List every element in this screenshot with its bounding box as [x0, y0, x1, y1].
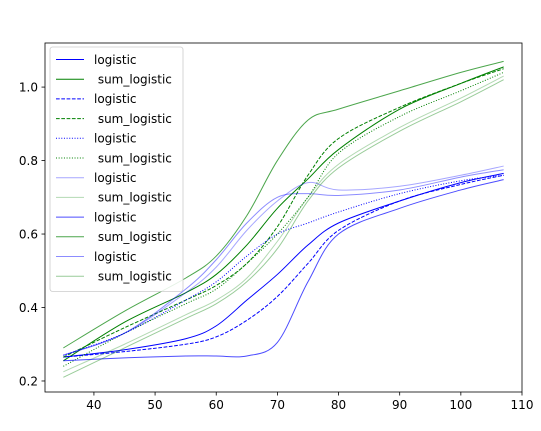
x-tick-label: 100 — [449, 398, 472, 412]
y-tick-label: 0.8 — [19, 154, 38, 168]
legend-label: logistic — [94, 92, 137, 106]
y-tick-label: 0.6 — [19, 227, 38, 241]
series-line-10 — [63, 60, 504, 349]
series-line-6 — [63, 71, 504, 367]
legend: logistic sum_logistic logistic sum_logist… — [49, 46, 184, 292]
legend-label: sum_logistic — [94, 230, 172, 244]
x-tick-label: 90 — [392, 398, 407, 412]
series-line-3 — [63, 174, 504, 358]
plot-frame — [44, 42, 523, 393]
series-line-8 — [63, 75, 504, 373]
x-tick-label: 70 — [270, 398, 285, 412]
series-layer — [63, 60, 504, 378]
legend-label: sum_logistic — [94, 151, 172, 165]
series-line-12 — [63, 79, 504, 378]
x-tick-label: 80 — [331, 398, 346, 412]
x-tick-label: 50 — [147, 398, 162, 412]
series-line-11 — [63, 169, 504, 356]
x-tick-label: 110 — [511, 398, 534, 412]
legend-label: sum_logistic — [94, 73, 172, 87]
series-line-9 — [63, 179, 504, 362]
legend-label: logistic — [94, 53, 137, 67]
series-line-2 — [63, 66, 504, 362]
legend-label: logistic — [94, 210, 137, 224]
legend-label: sum_logistic — [94, 112, 172, 126]
x-tick-label: 60 — [209, 398, 224, 412]
legend-box — [49, 46, 184, 292]
legend-label: logistic — [94, 171, 137, 185]
series-line-7 — [63, 165, 504, 356]
y-tick-label: 1.0 — [19, 80, 38, 94]
series-line-4 — [63, 68, 504, 358]
legend-label: sum_logistic — [94, 191, 172, 205]
y-tick-label: 0.4 — [19, 301, 38, 315]
axis-layer: 40 50 60 70 80 90 100 110 0.2 0.4 0.6 0.8 1.0 — [19, 80, 534, 412]
legend-label: logistic — [94, 132, 137, 146]
legend-label: logistic — [94, 250, 137, 264]
series-line-5 — [63, 174, 504, 356]
y-tick-label: 0.2 — [19, 374, 38, 388]
legend-label: sum_logistic — [94, 270, 172, 284]
x-tick-label: 40 — [86, 398, 101, 412]
